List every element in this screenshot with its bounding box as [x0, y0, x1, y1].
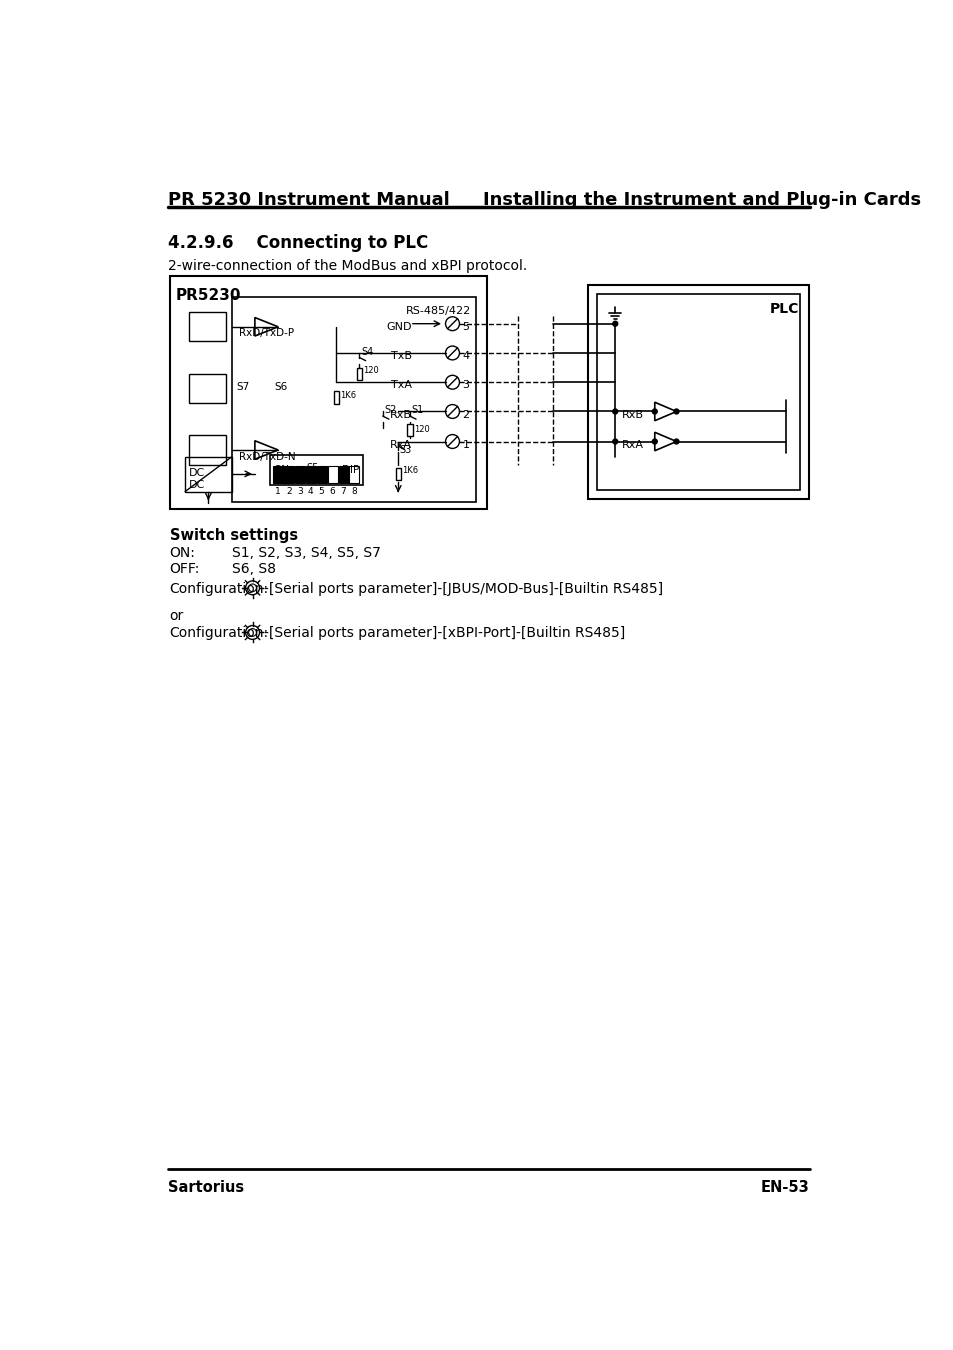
Text: RS-485/422: RS-485/422 — [406, 306, 471, 316]
Text: 4: 4 — [308, 487, 314, 495]
Bar — [274, 466, 283, 483]
Text: or: or — [170, 609, 184, 624]
Bar — [170, 275, 487, 509]
Text: 1K6: 1K6 — [340, 392, 355, 401]
Text: 3: 3 — [462, 381, 469, 390]
Bar — [232, 297, 476, 502]
Bar — [189, 435, 226, 464]
Circle shape — [652, 409, 657, 414]
Text: RxA: RxA — [620, 440, 642, 450]
Text: 120: 120 — [363, 366, 378, 375]
Bar — [349, 466, 359, 483]
Text: Sartorius: Sartorius — [168, 1180, 244, 1195]
Bar — [306, 466, 315, 483]
Text: DIP: DIP — [341, 464, 358, 475]
Text: RxB: RxB — [620, 409, 642, 420]
Text: PR5230: PR5230 — [175, 289, 241, 304]
Text: 1: 1 — [462, 440, 469, 450]
Text: S6: S6 — [274, 382, 287, 393]
Bar — [407, 424, 412, 436]
Text: Configuration:: Configuration: — [170, 626, 269, 640]
Text: 1: 1 — [275, 487, 281, 495]
Bar — [356, 367, 362, 379]
Circle shape — [612, 321, 617, 325]
Text: S1, S2, S3, S4, S5, S7: S1, S2, S3, S4, S5, S7 — [232, 547, 380, 560]
Text: S6, S8: S6, S8 — [232, 562, 275, 575]
Bar — [284, 466, 294, 483]
Circle shape — [674, 439, 679, 444]
Text: S7: S7 — [236, 382, 250, 393]
Text: PR 5230 Instrument Manual: PR 5230 Instrument Manual — [168, 192, 450, 209]
Bar — [597, 294, 799, 490]
Bar — [395, 467, 400, 481]
Text: S2: S2 — [384, 405, 396, 416]
Text: 6: 6 — [329, 487, 335, 495]
Text: 2-wire-connection of the ModBus and xBPI protocol.: 2-wire-connection of the ModBus and xBPI… — [168, 259, 527, 273]
Text: S5: S5 — [307, 463, 319, 472]
Bar — [334, 392, 338, 404]
Bar — [328, 466, 337, 483]
Text: EN-53: EN-53 — [760, 1180, 809, 1195]
Circle shape — [612, 439, 617, 444]
Text: OFF:: OFF: — [170, 562, 200, 575]
Text: S4: S4 — [360, 347, 373, 356]
Text: Installing the Instrument and Plug-in Cards: Installing the Instrument and Plug-in Ca… — [483, 192, 921, 209]
Bar — [338, 466, 348, 483]
Bar — [316, 466, 327, 483]
Bar — [294, 466, 305, 483]
Text: -[Serial ports parameter]-[xBPI-Port]-[Builtin RS485]: -[Serial ports parameter]-[xBPI-Port]-[B… — [264, 626, 625, 640]
Text: 2: 2 — [286, 487, 292, 495]
Text: RxB: RxB — [390, 409, 412, 420]
Bar — [185, 456, 232, 491]
Text: ON:: ON: — [170, 547, 195, 560]
Circle shape — [612, 409, 617, 414]
Text: Configuration:: Configuration: — [170, 582, 269, 595]
Text: Switch settings: Switch settings — [170, 528, 297, 543]
Text: TxB: TxB — [391, 351, 412, 360]
Text: -[Serial ports parameter]-[JBUS/MOD-Bus]-[Builtin RS485]: -[Serial ports parameter]-[JBUS/MOD-Bus]… — [264, 582, 662, 595]
Text: 4: 4 — [462, 351, 469, 360]
Bar — [587, 285, 808, 500]
Text: DC: DC — [189, 468, 205, 478]
Circle shape — [652, 439, 657, 444]
Text: GND: GND — [386, 321, 412, 332]
Text: 5: 5 — [318, 487, 324, 495]
Text: ON: ON — [274, 464, 289, 475]
Text: RxD/TxD-P: RxD/TxD-P — [239, 328, 294, 339]
Text: RxA: RxA — [390, 440, 412, 450]
Text: 2: 2 — [462, 409, 469, 420]
Bar — [189, 312, 226, 342]
Text: S1: S1 — [411, 405, 423, 416]
Text: S3: S3 — [399, 446, 412, 455]
Text: 8: 8 — [351, 487, 356, 495]
Text: PLC: PLC — [769, 302, 799, 316]
Text: RxD/TxD-N: RxD/TxD-N — [239, 451, 295, 462]
Text: 7: 7 — [340, 487, 346, 495]
Text: 3: 3 — [296, 487, 302, 495]
Text: 1K6: 1K6 — [402, 466, 417, 475]
Bar — [189, 374, 226, 404]
Text: 4.2.9.6    Connecting to PLC: 4.2.9.6 Connecting to PLC — [168, 234, 428, 251]
Bar — [270, 455, 363, 486]
Text: TxA: TxA — [391, 381, 412, 390]
Text: DC: DC — [189, 481, 205, 490]
Text: 5: 5 — [462, 321, 469, 332]
Text: 120: 120 — [414, 424, 429, 433]
Circle shape — [674, 409, 679, 414]
